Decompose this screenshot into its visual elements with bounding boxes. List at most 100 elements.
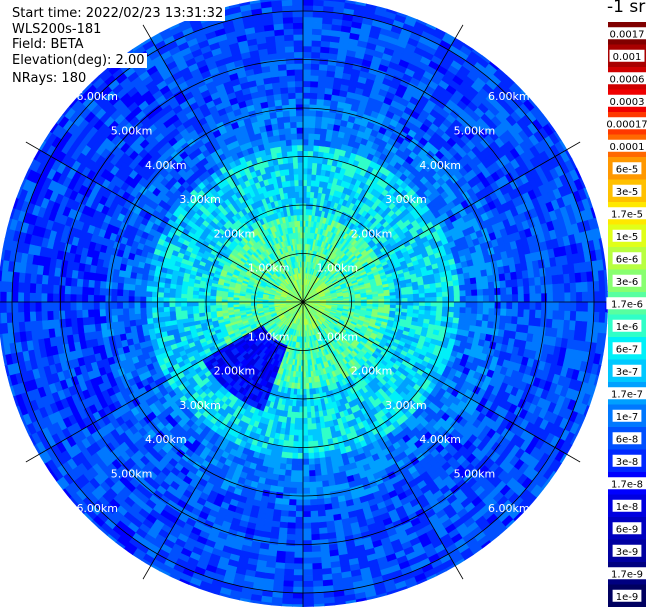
- range-cell: [546, 301, 554, 312]
- range-cell: [413, 301, 420, 307]
- range-cell: [314, 121, 323, 129]
- range-cell: [294, 417, 300, 425]
- range-cell: [297, 441, 304, 448]
- range-cell: [539, 276, 548, 286]
- range-cell: [279, 515, 289, 523]
- range-cell: [322, 110, 331, 118]
- range-cell: [418, 301, 426, 307]
- range-cell: [517, 309, 525, 318]
- range-cell: [307, 435, 314, 442]
- range-cell: [282, 580, 294, 588]
- range-cell: [321, 480, 330, 488]
- range-cell: [310, 417, 317, 425]
- range-cell: [302, 569, 313, 576]
- range-cell: [312, 574, 323, 582]
- range-cell: [552, 283, 560, 294]
- range-cell: [290, 464, 298, 472]
- range-cell: [558, 283, 566, 294]
- range-cell: [453, 306, 461, 314]
- range-cell: [313, 139, 321, 147]
- range-cell: [430, 296, 438, 303]
- range-cell: [286, 452, 293, 460]
- range-cell: [308, 132, 316, 140]
- range-cell: [581, 291, 589, 303]
- range-cell: [440, 281, 449, 288]
- range-cell: [299, 388, 304, 396]
- range-cell: [293, 557, 304, 565]
- range-cell: [442, 301, 449, 308]
- range-cell: [290, 475, 298, 483]
- range-cell: [563, 310, 571, 322]
- range-cell: [389, 301, 397, 306]
- range-cell: [482, 307, 490, 316]
- range-cell: [302, 377, 307, 384]
- range-cell: [308, 115, 317, 123]
- range-cell: [295, 511, 304, 518]
- range-cell: [315, 115, 323, 123]
- range-cell: [320, 40, 331, 48]
- range-cell: [281, 597, 293, 605]
- range-cell: [302, 429, 309, 437]
- range-cell: [465, 307, 473, 315]
- range-cell: [311, 568, 323, 576]
- range-cell: [305, 382, 310, 390]
- range-cell: [302, 115, 310, 123]
- range-cell: [312, 586, 324, 594]
- range-cell: [302, 481, 310, 489]
- range-cell: [323, 0, 336, 2]
- range-cell: [302, 423, 308, 431]
- range-cell: [453, 296, 461, 303]
- range-cell: [552, 301, 560, 312]
- range-cell: [523, 285, 531, 295]
- range-cell: [310, 57, 321, 65]
- range-cell: [557, 319, 565, 330]
- range-cell: [314, 463, 321, 471]
- range-cell: [506, 301, 513, 310]
- range-cell: [476, 282, 484, 291]
- range-cell: [302, 68, 312, 76]
- range-cell: [465, 301, 473, 309]
- range-cell: [296, 464, 304, 472]
- range-cell: [278, 527, 288, 535]
- range-cell: [288, 504, 297, 512]
- range-cell: [284, 557, 295, 565]
- range-cell: [488, 301, 496, 310]
- range-cell: [308, 470, 316, 477]
- range-cell: [401, 297, 409, 303]
- range-cell: [302, 109, 311, 117]
- range-cell: [286, 522, 296, 530]
- range-cell: [307, 144, 315, 152]
- range-cell: [540, 309, 548, 320]
- range-cell: [447, 306, 455, 313]
- range-cell: [529, 293, 537, 303]
- range-cell: [302, 185, 308, 192]
- range-cell: [284, 469, 292, 477]
- range-cell: [302, 167, 309, 175]
- range-cell: [313, 452, 320, 460]
- range-cell: [523, 293, 531, 303]
- range-cell: [309, 98, 318, 105]
- range-cell: [308, 481, 317, 489]
- range-cell: [312, 446, 320, 454]
- range-cell: [314, 475, 323, 483]
- range-cell: [482, 288, 490, 297]
- range-cell: [314, 469, 322, 477]
- range-cell: [302, 191, 308, 198]
- range-cell: [511, 316, 519, 325]
- range-cell: [464, 284, 472, 291]
- range-cell: [281, 591, 294, 599]
- range-cell: [317, 510, 326, 518]
- range-cell: [309, 510, 319, 518]
- range-cell: [306, 400, 311, 408]
- range-cell: [302, 0, 314, 6]
- range-cell: [307, 429, 313, 437]
- range-cell: [296, 481, 304, 489]
- range-cell: [395, 294, 403, 300]
- range-cell: [302, 97, 311, 105]
- range-cell: [302, 383, 307, 390]
- range-cell: [458, 312, 466, 320]
- range-cell: [302, 132, 310, 140]
- range-cell: [540, 284, 548, 295]
- range-cell: [277, 538, 287, 547]
- range-cell: [302, 400, 308, 408]
